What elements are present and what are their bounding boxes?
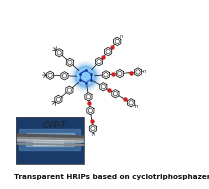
Text: n: n (143, 69, 146, 74)
Circle shape (77, 68, 94, 85)
Text: Transparent HRIPs based on cyclotriphosphazene with n > 1.7 @ 550 nm: Transparent HRIPs based on cyclotriphosp… (14, 174, 209, 180)
Circle shape (70, 61, 101, 92)
Text: n: n (92, 132, 95, 137)
Text: n: n (120, 34, 123, 39)
Circle shape (75, 66, 97, 88)
Circle shape (76, 67, 95, 86)
Text: n: n (135, 104, 138, 108)
Circle shape (73, 64, 98, 89)
Text: CVP-T: CVP-T (43, 121, 67, 130)
